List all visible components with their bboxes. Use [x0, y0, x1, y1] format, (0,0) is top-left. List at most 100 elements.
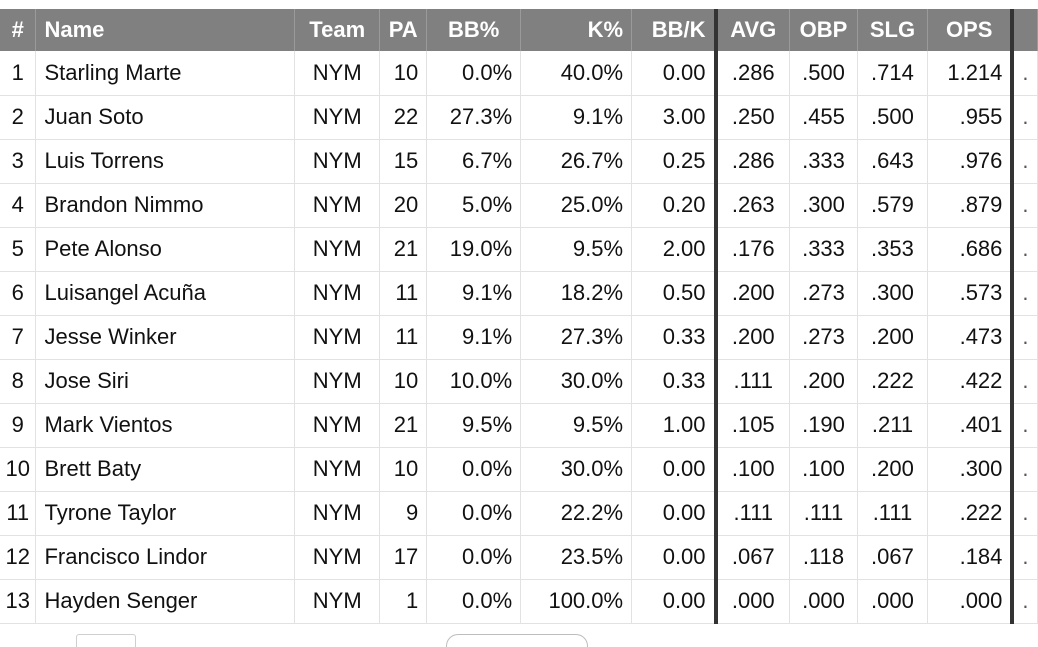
bottom-controls — [0, 626, 1038, 647]
cell-name[interactable]: Pete Alonso — [35, 227, 296, 272]
cell-bb-k: 0.00 — [631, 535, 717, 580]
cell-bb-k: 2.00 — [631, 227, 717, 272]
cell-bb-pct: 0.0% — [426, 491, 522, 536]
cell-name[interactable]: Francisco Lindor — [35, 535, 296, 580]
col-header-slg[interactable]: SLG — [857, 9, 928, 51]
cell-avg: .263 — [713, 183, 790, 228]
table-row[interactable]: 2 Juan Soto NYM 22 27.3% 9.1% 3.00.250.455.500… — [0, 95, 1038, 140]
cell-bb-pct: 5.0% — [426, 183, 522, 228]
cell-ops: .976 — [927, 139, 1015, 184]
table-row[interactable]: 4 Brandon Nimmo NYM 20 5.0% 25.0% 0.20.263.300… — [0, 183, 1038, 228]
cell-rank: 6 — [0, 271, 37, 316]
cell-bb-pct: 10.0% — [426, 359, 522, 404]
cell-name[interactable]: Jose Siri — [35, 359, 296, 404]
cell-name[interactable]: Luisangel Acuña — [35, 271, 296, 316]
cell-avg: .100 — [713, 447, 790, 492]
cell-rank: 13 — [0, 579, 37, 624]
col-header-k-pct[interactable]: K% — [520, 9, 633, 51]
cell-overflow: . — [1012, 403, 1038, 448]
cell-team: NYM — [294, 51, 381, 96]
table-row[interactable]: 13 Hayden Senger NYM 1 0.0% 100.0% 0.00.000.00… — [0, 579, 1038, 624]
cell-ops: .184 — [927, 535, 1015, 580]
table-row[interactable]: 7 Jesse Winker NYM 11 9.1% 27.3% 0.33.200.273.… — [0, 315, 1038, 360]
cell-name[interactable]: Starling Marte — [35, 51, 296, 96]
cell-obp: .200 — [789, 359, 858, 404]
col-header-ops[interactable]: OPS — [927, 9, 1015, 51]
cell-avg: .200 — [713, 271, 790, 316]
cell-ops: .955 — [927, 95, 1015, 140]
cell-avg: .286 — [713, 139, 790, 184]
cell-name[interactable]: Brett Baty — [35, 447, 296, 492]
table-row[interactable]: 9 Mark Vientos NYM 21 9.5% 9.5% 1.00.105.190.2… — [0, 403, 1038, 448]
table-row[interactable]: 5 Pete Alonso NYM 21 19.0% 9.5% 2.00.176.333.3… — [0, 227, 1038, 272]
cell-bb-k: 0.00 — [631, 447, 717, 492]
col-header-name[interactable]: Name — [35, 9, 296, 51]
table-row[interactable]: 12 Francisco Lindor NYM 17 0.0% 23.5% 0.00.067… — [0, 535, 1038, 580]
cell-k-pct: 30.0% — [520, 447, 633, 492]
cell-obp: .455 — [789, 95, 858, 140]
cell-bb-k: 0.33 — [631, 315, 717, 360]
col-header-obp[interactable]: OBP — [789, 9, 858, 51]
cell-rank: 5 — [0, 227, 37, 272]
cell-slg: .200 — [857, 447, 928, 492]
cell-name[interactable]: Juan Soto — [35, 95, 296, 140]
table-row[interactable]: 3 Luis Torrens NYM 15 6.7% 26.7% 0.25.286.333.… — [0, 139, 1038, 184]
col-header-overflow — [1012, 9, 1038, 51]
cell-name[interactable]: Hayden Senger — [35, 579, 296, 624]
cell-obp: .100 — [789, 447, 858, 492]
cell-bb-k: 0.00 — [631, 51, 717, 96]
cell-obp: .273 — [789, 271, 858, 316]
col-header-bb-k[interactable]: BB/K — [631, 9, 717, 51]
col-header-bb-pct[interactable]: BB% — [426, 9, 522, 51]
cell-rank: 10 — [0, 447, 37, 492]
cell-avg: .200 — [713, 315, 790, 360]
cell-rank: 7 — [0, 315, 37, 360]
cell-k-pct: 22.2% — [520, 491, 633, 536]
cell-bb-k: 0.25 — [631, 139, 717, 184]
table-row[interactable]: 8 Jose Siri NYM 10 10.0% 30.0% 0.33.111.200.22… — [0, 359, 1038, 404]
pagination-button[interactable] — [446, 634, 588, 647]
cell-overflow: . — [1012, 579, 1038, 624]
cell-team: NYM — [294, 579, 381, 624]
cell-avg: .067 — [713, 535, 790, 580]
cell-pa: 22 — [379, 95, 428, 140]
table-row[interactable]: 10 Brett Baty NYM 10 0.0% 30.0% 0.00.100.100.2… — [0, 447, 1038, 492]
cell-overflow: . — [1012, 139, 1038, 184]
cell-team: NYM — [294, 227, 381, 272]
table-row[interactable]: 11 Tyrone Taylor NYM 9 0.0% 22.2% 0.00.111.111… — [0, 491, 1038, 536]
cell-slg: .200 — [857, 315, 928, 360]
col-header-pa[interactable]: PA — [379, 9, 428, 51]
cell-bb-pct: 0.0% — [426, 579, 522, 624]
cell-bb-pct: 0.0% — [426, 535, 522, 580]
cell-pa: 1 — [379, 579, 428, 624]
cell-team: NYM — [294, 491, 381, 536]
cell-slg: .500 — [857, 95, 928, 140]
cell-k-pct: 100.0% — [520, 579, 633, 624]
cell-slg: .111 — [857, 491, 928, 536]
table-row[interactable]: 1 Starling Marte NYM 10 0.0% 40.0% 0.00.286.50… — [0, 51, 1038, 96]
cell-avg: .111 — [713, 359, 790, 404]
page-size-select[interactable] — [76, 634, 136, 647]
col-header-team[interactable]: Team — [294, 9, 381, 51]
cell-name[interactable]: Jesse Winker — [35, 315, 296, 360]
cell-team: NYM — [294, 139, 381, 184]
col-header-rank[interactable]: # — [0, 9, 37, 51]
cell-ops: .000 — [927, 579, 1015, 624]
cell-rank: 3 — [0, 139, 37, 184]
cell-name[interactable]: Brandon Nimmo — [35, 183, 296, 228]
cell-bb-k: 0.00 — [631, 491, 717, 536]
cell-k-pct: 9.5% — [520, 403, 633, 448]
cell-name[interactable]: Mark Vientos — [35, 403, 296, 448]
cell-name[interactable]: Luis Torrens — [35, 139, 296, 184]
cell-overflow: . — [1012, 359, 1038, 404]
cell-team: NYM — [294, 271, 381, 316]
cell-slg: .353 — [857, 227, 928, 272]
table-row[interactable]: 6 Luisangel Acuña NYM 11 9.1% 18.2% 0.50.200.2… — [0, 271, 1038, 316]
cell-obp: .333 — [789, 227, 858, 272]
col-header-avg[interactable]: AVG — [713, 9, 790, 51]
cell-overflow: . — [1012, 95, 1038, 140]
cell-rank: 8 — [0, 359, 37, 404]
cell-name[interactable]: Tyrone Taylor — [35, 491, 296, 536]
cell-obp: .300 — [789, 183, 858, 228]
cell-overflow: . — [1012, 51, 1038, 96]
